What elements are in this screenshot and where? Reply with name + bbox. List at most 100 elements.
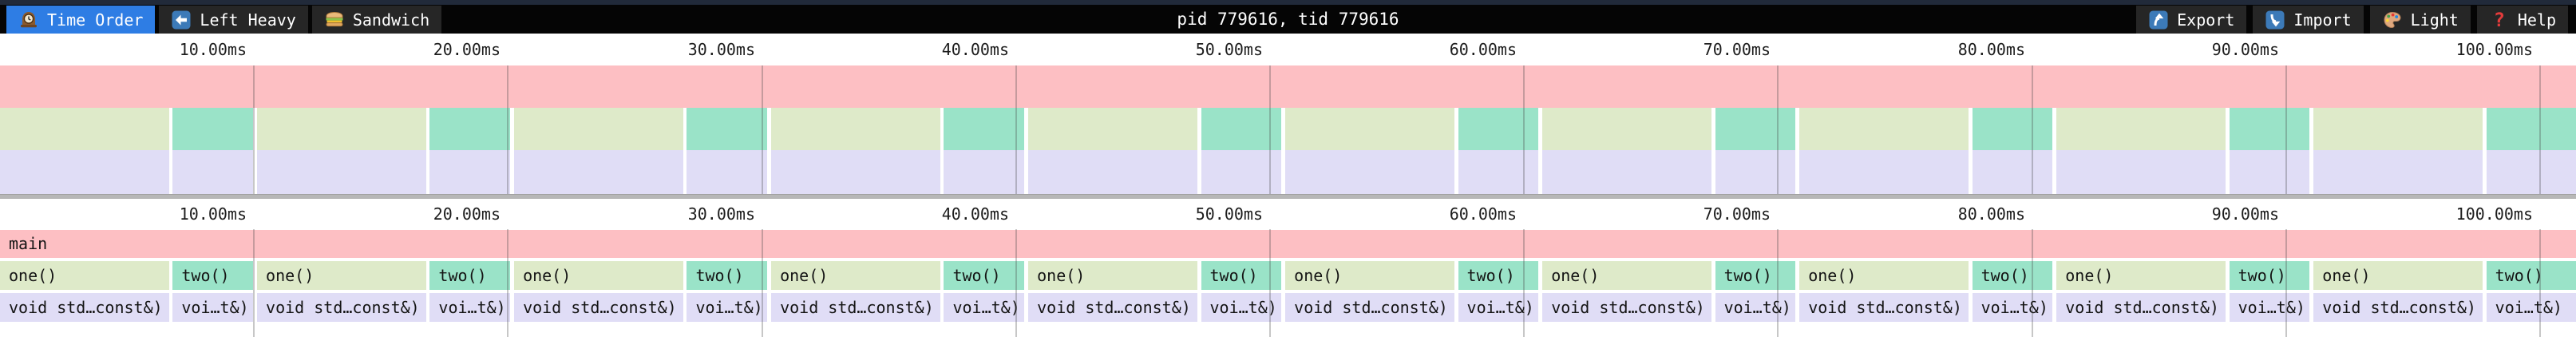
tab-time-order[interactable]: Time Order bbox=[6, 6, 156, 34]
flame-frame[interactable]: two() bbox=[1458, 261, 1539, 290]
flame-frame[interactable]: two() bbox=[687, 261, 767, 290]
flame-frame[interactable]: void std…const&) bbox=[1028, 293, 1198, 322]
minimap-frame[interactable] bbox=[771, 108, 941, 150]
button-light[interactable]: Light bbox=[2369, 6, 2471, 34]
flame-frame[interactable]: void std…const&) bbox=[2056, 293, 2226, 322]
flame-frame[interactable]: one() bbox=[1799, 261, 1969, 290]
minimap-frame[interactable] bbox=[2486, 108, 2576, 150]
flame-frame[interactable]: one() bbox=[1285, 261, 1455, 290]
minimap-frame[interactable] bbox=[429, 150, 510, 194]
flame-frame[interactable]: void std…const&) bbox=[1799, 293, 1969, 322]
flame-frame[interactable]: two() bbox=[2486, 261, 2576, 290]
minimap-frame[interactable] bbox=[1972, 108, 2053, 150]
minimap-frame[interactable] bbox=[1028, 150, 1198, 194]
flame-frame[interactable]: void std…const&) bbox=[1285, 293, 1455, 322]
minimap-row-depth1[interactable] bbox=[0, 108, 2576, 150]
minimap-frame[interactable] bbox=[1799, 150, 1969, 194]
flame-frame[interactable]: two() bbox=[429, 261, 510, 290]
minimap-frame[interactable] bbox=[1715, 108, 1796, 150]
flame-frame[interactable]: two() bbox=[944, 261, 1025, 290]
minimap-frame[interactable] bbox=[514, 150, 683, 194]
flame-frame[interactable]: one() bbox=[1542, 261, 1712, 290]
flame-frame[interactable]: voi…t&) bbox=[944, 293, 1025, 322]
flame-frame[interactable]: voi…t&) bbox=[1201, 293, 1282, 322]
flame-frame[interactable]: one() bbox=[1028, 261, 1198, 290]
minimap-frame[interactable] bbox=[257, 108, 426, 150]
time-tick-label: 60.00ms bbox=[1449, 40, 1517, 59]
minimap-frame[interactable] bbox=[771, 150, 941, 194]
flame-frame[interactable]: two() bbox=[1972, 261, 2053, 290]
minimap-row-depth0[interactable] bbox=[0, 65, 2576, 108]
flame-frame[interactable]: voi…t&) bbox=[172, 293, 253, 322]
flame-frame[interactable]: voi…t&) bbox=[1715, 293, 1796, 322]
minimap-frame[interactable] bbox=[2229, 108, 2310, 150]
flame-frame[interactable]: two() bbox=[1201, 261, 1282, 290]
minimap-frame[interactable] bbox=[0, 65, 2576, 108]
minimap-frame[interactable] bbox=[1715, 150, 1796, 194]
minimap-frame[interactable] bbox=[1458, 108, 1539, 150]
minimap-frame[interactable] bbox=[257, 150, 426, 194]
minimap-frame[interactable] bbox=[1542, 150, 1712, 194]
flame-frame[interactable]: voi…t&) bbox=[429, 293, 510, 322]
flame-frame[interactable]: two() bbox=[1715, 261, 1796, 290]
time-ruler-top[interactable]: 10.00ms 20.00ms 30.00ms 40.00ms 50.00ms 60.00… bbox=[0, 34, 2576, 65]
time-tick-label: 40.00ms bbox=[941, 204, 1009, 224]
minimap-row-depth2[interactable] bbox=[0, 150, 2576, 194]
minimap-frame[interactable] bbox=[0, 150, 169, 194]
minimap-frame[interactable] bbox=[514, 108, 683, 150]
flame-frame[interactable]: one() bbox=[2056, 261, 2226, 290]
minimap-frame[interactable] bbox=[0, 108, 169, 150]
time-tick-label: 50.00ms bbox=[1195, 204, 1263, 224]
minimap-frame[interactable] bbox=[1201, 150, 1282, 194]
minimap-frame[interactable] bbox=[1285, 150, 1455, 194]
flame-frame[interactable]: one() bbox=[257, 261, 426, 290]
flame-frame[interactable]: void std…const&) bbox=[1542, 293, 1712, 322]
button-help[interactable]: ? Help bbox=[2476, 6, 2568, 34]
time-tick-label: 30.00ms bbox=[687, 40, 755, 59]
minimap-frame[interactable] bbox=[1028, 108, 1198, 150]
flame-frame[interactable]: two() bbox=[172, 261, 253, 290]
minimap-frame[interactable] bbox=[687, 108, 767, 150]
flame-frame[interactable]: one() bbox=[0, 261, 169, 290]
minimap-frame[interactable] bbox=[944, 108, 1025, 150]
flame-frame[interactable]: voi…t&) bbox=[2486, 293, 2576, 322]
flame-frame[interactable]: voi…t&) bbox=[687, 293, 767, 322]
flame-frame[interactable]: void std…const&) bbox=[2313, 293, 2483, 322]
minimap-frame[interactable] bbox=[2229, 150, 2310, 194]
flame-frame[interactable]: two() bbox=[2229, 261, 2310, 290]
minimap-frame[interactable] bbox=[687, 150, 767, 194]
pane-separator[interactable] bbox=[0, 194, 2576, 199]
flame-frame[interactable]: voi…t&) bbox=[1458, 293, 1539, 322]
minimap-frame[interactable] bbox=[2056, 150, 2226, 194]
minimap-frame[interactable] bbox=[944, 150, 1025, 194]
minimap-frame[interactable] bbox=[2486, 150, 2576, 194]
minimap-frame[interactable] bbox=[1458, 150, 1539, 194]
tab-sandwich[interactable]: Sandwich bbox=[311, 6, 442, 34]
flame-frame[interactable]: void std…const&) bbox=[257, 293, 426, 322]
button-export[interactable]: Export bbox=[2136, 6, 2247, 34]
flame-frame[interactable]: main bbox=[0, 230, 2576, 258]
minimap-frame[interactable] bbox=[1799, 108, 1969, 150]
minimap-frame[interactable] bbox=[172, 108, 253, 150]
flame-frame[interactable]: one() bbox=[2313, 261, 2483, 290]
minimap-frame[interactable] bbox=[2313, 108, 2483, 150]
flame-frame[interactable]: voi…t&) bbox=[1972, 293, 2053, 322]
minimap-frame[interactable] bbox=[2313, 150, 2483, 194]
minimap-frame[interactable] bbox=[172, 150, 253, 194]
flame-frame[interactable]: one() bbox=[514, 261, 683, 290]
minimap-frame[interactable] bbox=[1542, 108, 1712, 150]
flame-frame[interactable]: voi…t&) bbox=[2229, 293, 2310, 322]
flame-frame-label: voi…t&) bbox=[1723, 298, 1791, 317]
tab-left-heavy[interactable]: Left Heavy bbox=[159, 6, 308, 34]
button-import[interactable]: Import bbox=[2253, 6, 2364, 34]
flame-frame[interactable]: void std…const&) bbox=[514, 293, 683, 322]
flame-frame[interactable]: void std…const&) bbox=[771, 293, 941, 322]
minimap-frame[interactable] bbox=[2056, 108, 2226, 150]
minimap-frame[interactable] bbox=[1285, 108, 1455, 150]
time-ruler-bottom[interactable]: 10.00ms 20.00ms 30.00ms 40.00ms 50.00ms 60.00… bbox=[0, 199, 2576, 229]
flame-frame[interactable]: void std…const&) bbox=[0, 293, 169, 322]
flame-frame[interactable]: one() bbox=[771, 261, 941, 290]
minimap-frame[interactable] bbox=[1972, 150, 2053, 194]
minimap-frame[interactable] bbox=[429, 108, 510, 150]
minimap-frame[interactable] bbox=[1201, 108, 1282, 150]
